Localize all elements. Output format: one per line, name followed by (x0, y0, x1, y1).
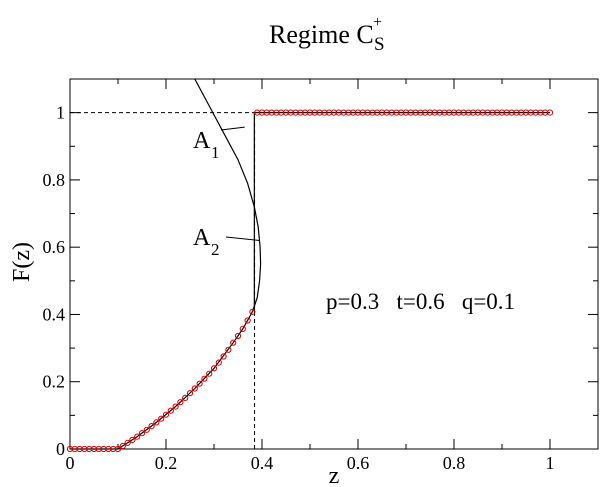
chart-title: Regime C + S (269, 14, 385, 55)
series-solid-line (117, 78, 262, 450)
data-point (119, 442, 126, 450)
x-tick-label: 0.2 (155, 453, 178, 473)
chart-title-superscript: + (373, 14, 382, 31)
data-point (191, 385, 198, 392)
data-point (158, 415, 165, 422)
data-point (134, 433, 141, 440)
x-tick-label: 0.6 (347, 453, 370, 473)
y-tick-label: 0.8 (43, 170, 66, 190)
data-point (162, 411, 170, 418)
callout-leader-line (220, 126, 245, 131)
data-point (153, 419, 160, 426)
plot-frame (69, 78, 599, 450)
y-tick-label: 0.4 (43, 304, 66, 324)
x-tick-label: 0.8 (443, 453, 466, 473)
callout-label-subscript: 1 (211, 143, 220, 162)
data-point (167, 407, 174, 414)
data-point (546, 109, 554, 116)
series-line-group (70, 78, 550, 450)
chart-title-subscript: S (374, 34, 385, 55)
axis-ticks: 0 0.2 0.4 0.6 0.8 1 0 0.2 0.4 0.6 0.8 1 (43, 79, 598, 473)
y-tick-label: 0.2 (43, 372, 66, 392)
data-point (138, 430, 146, 437)
data-point (230, 339, 237, 346)
x-axis-label: z (329, 463, 340, 487)
x-tick-label: 0.4 (251, 453, 274, 473)
callout-label: A (193, 128, 211, 154)
data-point (210, 365, 218, 372)
x-tick-label: 1 (546, 453, 555, 473)
data-point (225, 346, 232, 353)
callout-leader-line (225, 236, 260, 241)
data-point (186, 390, 194, 397)
data-point (220, 353, 227, 360)
data-point (239, 325, 246, 332)
annotation-params: p=0.3 t=0.6 q=0.1 (326, 289, 515, 314)
y-tick-label: 0 (56, 439, 65, 459)
callout-label-subscript: 2 (211, 240, 220, 259)
y-tick-label: 1 (56, 103, 65, 123)
y-axis-label: F(z) (9, 242, 35, 282)
data-point (234, 332, 242, 340)
data-point (177, 399, 184, 406)
data-point (114, 445, 122, 453)
chart-title-text: Regime C (269, 20, 374, 49)
data-point (215, 359, 222, 366)
data-point (206, 370, 213, 377)
x-tick-label: 0 (66, 453, 75, 473)
callouts: A 1A 2 (193, 126, 260, 259)
data-point (129, 436, 136, 443)
data-point (249, 308, 256, 315)
data-point (148, 423, 155, 430)
callout-label: A (193, 225, 211, 251)
data-point (201, 375, 208, 382)
data-point (143, 426, 150, 433)
data-point (244, 317, 251, 324)
data-point (172, 403, 179, 410)
data-point (196, 380, 203, 387)
series-markers-group (66, 109, 554, 453)
reference-lines (70, 112, 256, 449)
data-point (182, 394, 189, 401)
data-point (124, 439, 131, 446)
y-tick-label: 0.6 (43, 237, 66, 257)
